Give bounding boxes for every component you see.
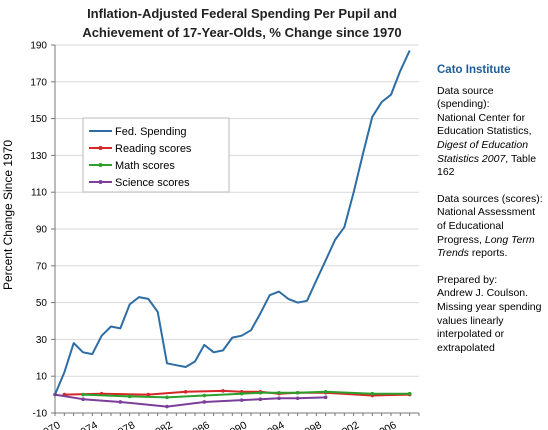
legend-marker-science-scores [98,180,103,184]
data-point-math-scores [81,392,85,397]
data-point-reading-scores [183,390,188,394]
x-axis-tick-labels: 1970 1974 1978 1982 1986 1990 1994 1998 2002 2006 [36,419,398,430]
y-axis-label: Percent Change Since 1970 [1,140,15,290]
x-tick-label: 1986 [186,419,212,430]
data-point-reading-scores [146,392,151,397]
data-point-reading-scores [221,389,225,393]
x-tick-label: 1974 [74,419,100,430]
data-point-math-scores [277,390,281,395]
x-tick-label: 2006 [372,419,398,430]
legend-marker-math-scores [98,163,103,167]
data-point-science-scores [202,400,207,404]
prepared-line: Prepared by: [437,273,498,286]
data-point-math-scores [407,391,412,396]
axes [51,44,420,416]
legend-label-science-scores: Science scores [115,177,190,189]
y-tick-label: 90 [36,225,48,236]
legend-label-reading-scores: Reading scores [115,143,192,155]
x-tick-label: 1994 [260,419,286,430]
y-tick-label: 150 [30,114,47,125]
y-tick-label: 70 [36,261,48,272]
y-axis-tick-labels: -10 10 30 50 70 90 110 130 150 170 190 [30,41,47,420]
legend-label-math-scores: Math scores [115,160,175,172]
x-tick-label: 2002 [335,419,361,430]
series-layer [53,50,412,409]
y-tick-label: 170 [30,77,47,88]
y-tick-label: 130 [30,151,47,162]
spending-source-title: Digest of Education [437,138,529,151]
grid-lines [55,44,419,414]
scores-source-line: Trends reports. [437,247,547,261]
data-point-math-scores [258,390,263,395]
chart-title-line-2: Achievement of 17-Year-Olds, % Change si… [82,25,402,40]
org-name: Cato Institute [437,64,511,76]
scores-source-note: Data sources (scores): National Assessme… [437,193,547,261]
spending-source-line: Education Statistics, [437,125,532,138]
legend-marker-reading-scores [98,146,103,150]
spending-source-tail: , Table [505,152,537,165]
data-point-science-scores [295,396,300,401]
legend: Fed. Spending Reading scores Math scores Sc… [82,117,230,193]
y-tick-label: 190 [30,41,47,52]
data-point-math-scores [370,391,375,396]
series-line-fed-spending [54,50,411,395]
scores-source-progress: Progress, [437,233,482,246]
legend-box [82,117,230,193]
prepared-line: interpolated or [437,328,505,341]
data-point-math-scores [239,391,244,396]
data-point-science-scores [165,404,169,409]
spending-source-line: Data source [437,84,494,97]
x-tick-label: 1990 [223,419,249,430]
source-sidebar: Cato Institute Data source (spending): N… [437,64,547,368]
data-point-science-scores [53,392,57,397]
data-point-math-scores [202,393,207,398]
data-point-math-scores [165,395,169,400]
scores-source-line: Progress, Long Term [437,234,547,248]
chart-title-line-1: Inflation-Adjusted Federal Spending Per … [87,6,397,21]
scores-source-title-end: Trends [437,247,469,260]
spending-source-line: (spending): [437,98,490,111]
prepared-line: values linearly [437,314,504,327]
chart-title: Inflation-Adjusted Federal Spending Per … [50,4,434,42]
scores-source-tail: reports. [468,247,508,260]
data-point-science-scores [81,397,85,402]
spending-source-note: Data source (spending): National Center … [437,85,547,180]
spending-source-title-end: Statistics 2007 [437,152,506,165]
data-point-science-scores [323,395,328,400]
y-tick-label: 110 [31,188,47,199]
spending-source-line: National Center for [437,111,526,124]
series-line-science-scores [54,393,326,408]
y-tick-label: -10 [33,409,48,420]
data-point-science-scores [118,400,123,404]
x-tick-label: 1998 [298,419,324,430]
prepared-line: Missing year spending [437,300,542,313]
x-tick-label: 1970 [36,419,62,430]
x-tick-label: 1982 [148,419,174,430]
scores-source-line: of Educational [437,219,504,232]
scores-source-line: National Assessment [437,206,536,219]
y-tick-label: 50 [36,298,48,309]
prepared-by-note: Prepared by: Andrew J. Coulson. Missing … [437,274,547,356]
data-point-science-scores [277,396,281,401]
data-point-science-scores [258,397,263,402]
series-line-reading-scores [64,389,410,397]
y-tick-label: 30 [36,335,48,346]
data-point-math-scores [295,390,300,395]
prepared-line: extrapolated [437,341,495,354]
y-tick-label: 10 [36,372,48,383]
scores-source-line: Data sources (scores): [437,192,543,205]
scores-source-title: Long Term [484,233,535,246]
data-point-math-scores [127,394,132,399]
spending-source-title-line: Statistics 2007, Table [437,153,547,167]
data-point-math-scores [323,390,328,394]
spending-source-table: 162 [437,166,455,179]
x-tick-label: 1978 [111,419,137,430]
data-point-science-scores [239,398,244,402]
prepared-line: Andrew J. Coulson. [437,287,529,300]
legend-label-fed-spending: Fed. Spending [115,126,187,138]
